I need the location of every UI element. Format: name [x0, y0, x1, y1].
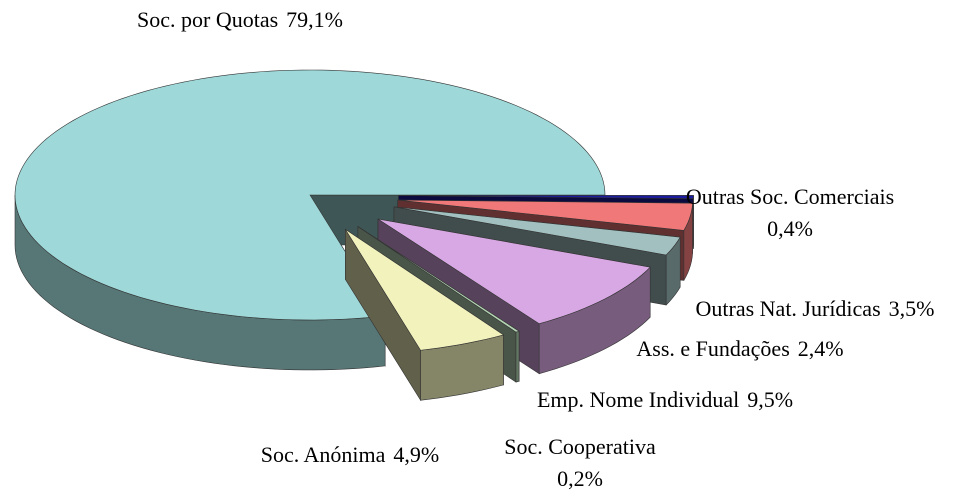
- slice-label-value: 0,4%: [767, 216, 813, 241]
- slice-label-value: 0,2%: [557, 466, 603, 491]
- slice: [14, 69, 606, 321]
- slice-label: Soc. Cooperativa 0,2%: [504, 434, 656, 491]
- slice-label-value: 2,4%: [798, 336, 844, 361]
- slice-label-name: Soc. Anónima: [261, 442, 386, 467]
- slice-label-value: 4,9%: [393, 442, 439, 467]
- slice-label-name: Soc. por Quotas: [137, 7, 278, 32]
- slice-label-name: Ass. e Fundações: [636, 336, 789, 361]
- slice-label-value: 9,5%: [747, 387, 793, 412]
- slice: [397, 199, 693, 231]
- slice-label-name: Outras Soc. Comerciais: [686, 184, 894, 209]
- slice-label: Soc. por Quotas 79,1%: [137, 7, 343, 32]
- slice: [377, 218, 651, 325]
- slice-label: Emp. Nome Individual 9,5%: [537, 387, 793, 412]
- slice: [398, 195, 694, 199]
- slice: [393, 206, 681, 256]
- slice-label: Outras Soc. Comerciais 0,4%: [686, 184, 894, 241]
- slice-label: Ass. e Fundações 2,4%: [636, 336, 843, 361]
- slice-label-value: 3,5%: [889, 296, 935, 321]
- slice-label: Outras Nat. Jurídicas 3,5%: [696, 296, 935, 321]
- slice-label-value: 79,1%: [286, 7, 343, 32]
- slice-label-name: Emp. Nome Individual: [537, 387, 739, 412]
- slice: [357, 226, 520, 333]
- slice-label-name: Soc. Cooperativa: [504, 434, 656, 459]
- slice-side: [515, 330, 520, 383]
- slice-label-name: Outras Nat. Jurídicas: [696, 296, 881, 321]
- slice: [345, 229, 505, 351]
- slice-label: Soc. Anónima 4,9%: [261, 442, 440, 467]
